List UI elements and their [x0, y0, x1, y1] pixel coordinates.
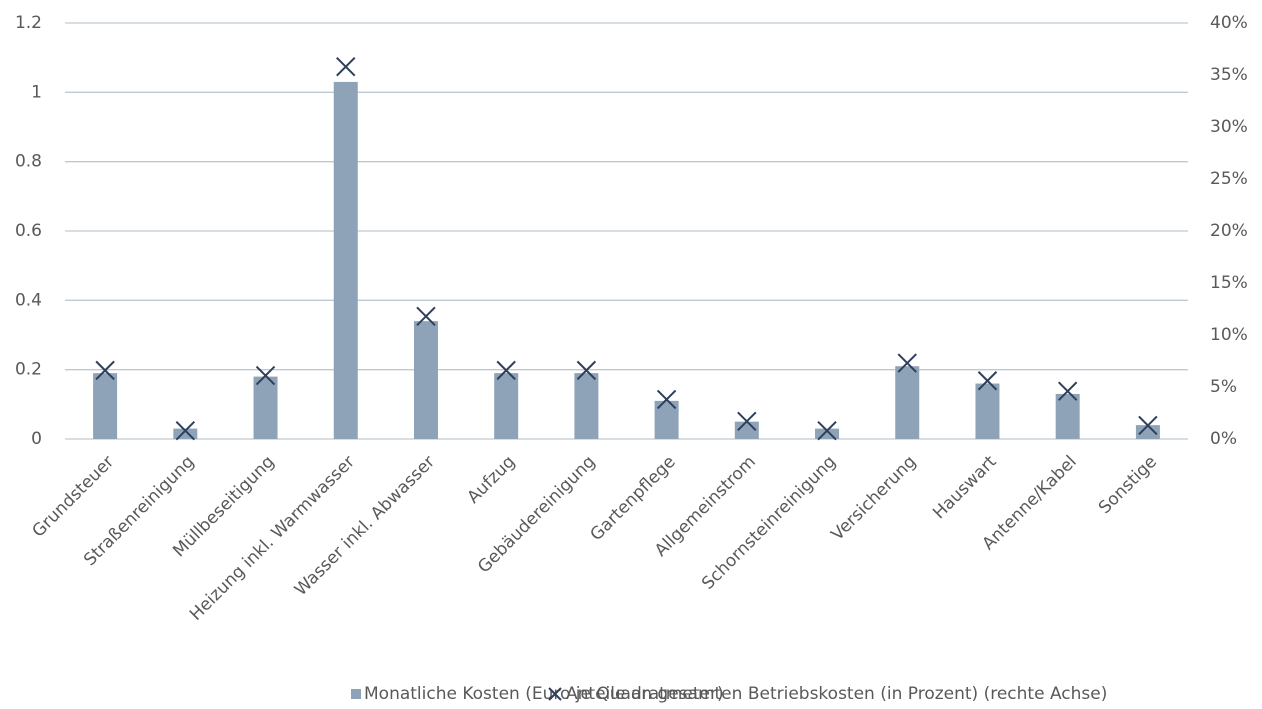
y-tick-label: 0.4	[15, 290, 42, 310]
y2-tick-label: 5%	[1210, 377, 1237, 397]
y-tick-label: 0.8	[15, 152, 42, 172]
bar	[93, 373, 118, 439]
marker	[817, 420, 837, 441]
marker	[496, 360, 516, 381]
y-tick-label: 0.2	[15, 360, 42, 380]
x-tick-label: Wasser inkl. Abwasser	[291, 452, 439, 600]
y2-tick-label: 40%	[1210, 13, 1248, 33]
marker	[416, 306, 436, 326]
marker	[255, 365, 276, 386]
y2-tick-label: 20%	[1210, 221, 1248, 241]
y-tick-label: 1.2	[15, 13, 42, 33]
marker	[1138, 415, 1158, 436]
bar	[173, 428, 198, 439]
y-tick-label: 1	[31, 82, 42, 102]
legend-label: Monatliche Kosten (Euro je Quadratmeter)	[364, 684, 724, 704]
y2-tick-label: 35%	[1210, 65, 1248, 85]
x-tick-label: Heizung inkl. Warmwasser	[186, 452, 359, 625]
marker	[656, 389, 677, 410]
bar	[975, 383, 1000, 439]
marker	[336, 56, 356, 77]
bar	[815, 428, 840, 439]
legend-label: Anteile an gesamten Betriebskosten (in P…	[566, 684, 1107, 704]
marker	[737, 411, 757, 432]
marker	[897, 353, 917, 373]
y-tick-label: 0	[31, 429, 42, 449]
x-tick-label: Grundsteuer	[29, 452, 119, 542]
bar	[895, 366, 920, 439]
marker	[175, 420, 196, 441]
bar	[1055, 393, 1080, 439]
marker	[1057, 381, 1078, 401]
x-tick-label: Hauswart	[929, 452, 1001, 524]
x-tick-label: Schornsteinreinigung	[698, 452, 840, 594]
y2-tick-label: 10%	[1210, 325, 1248, 345]
y2-tick-label: 15%	[1210, 273, 1248, 293]
bar	[333, 81, 358, 439]
bar	[1135, 425, 1160, 439]
marker	[95, 360, 115, 381]
legend-swatch	[351, 689, 361, 699]
bar	[494, 373, 519, 439]
legend-swatch	[548, 687, 562, 701]
marker	[576, 360, 597, 381]
bar	[574, 373, 599, 439]
bar	[413, 321, 438, 439]
x-tick-label: Versicherung	[828, 452, 921, 545]
y2-tick-label: 25%	[1210, 169, 1248, 189]
y2-tick-label: 0%	[1210, 429, 1237, 449]
marker	[977, 371, 998, 391]
y-tick-label: 0.6	[15, 221, 42, 241]
x-tick-label: Sonstige	[1095, 452, 1161, 518]
bar	[253, 376, 278, 439]
x-tick-label: Aufzug	[463, 452, 519, 508]
y2-tick-label: 30%	[1210, 117, 1248, 137]
